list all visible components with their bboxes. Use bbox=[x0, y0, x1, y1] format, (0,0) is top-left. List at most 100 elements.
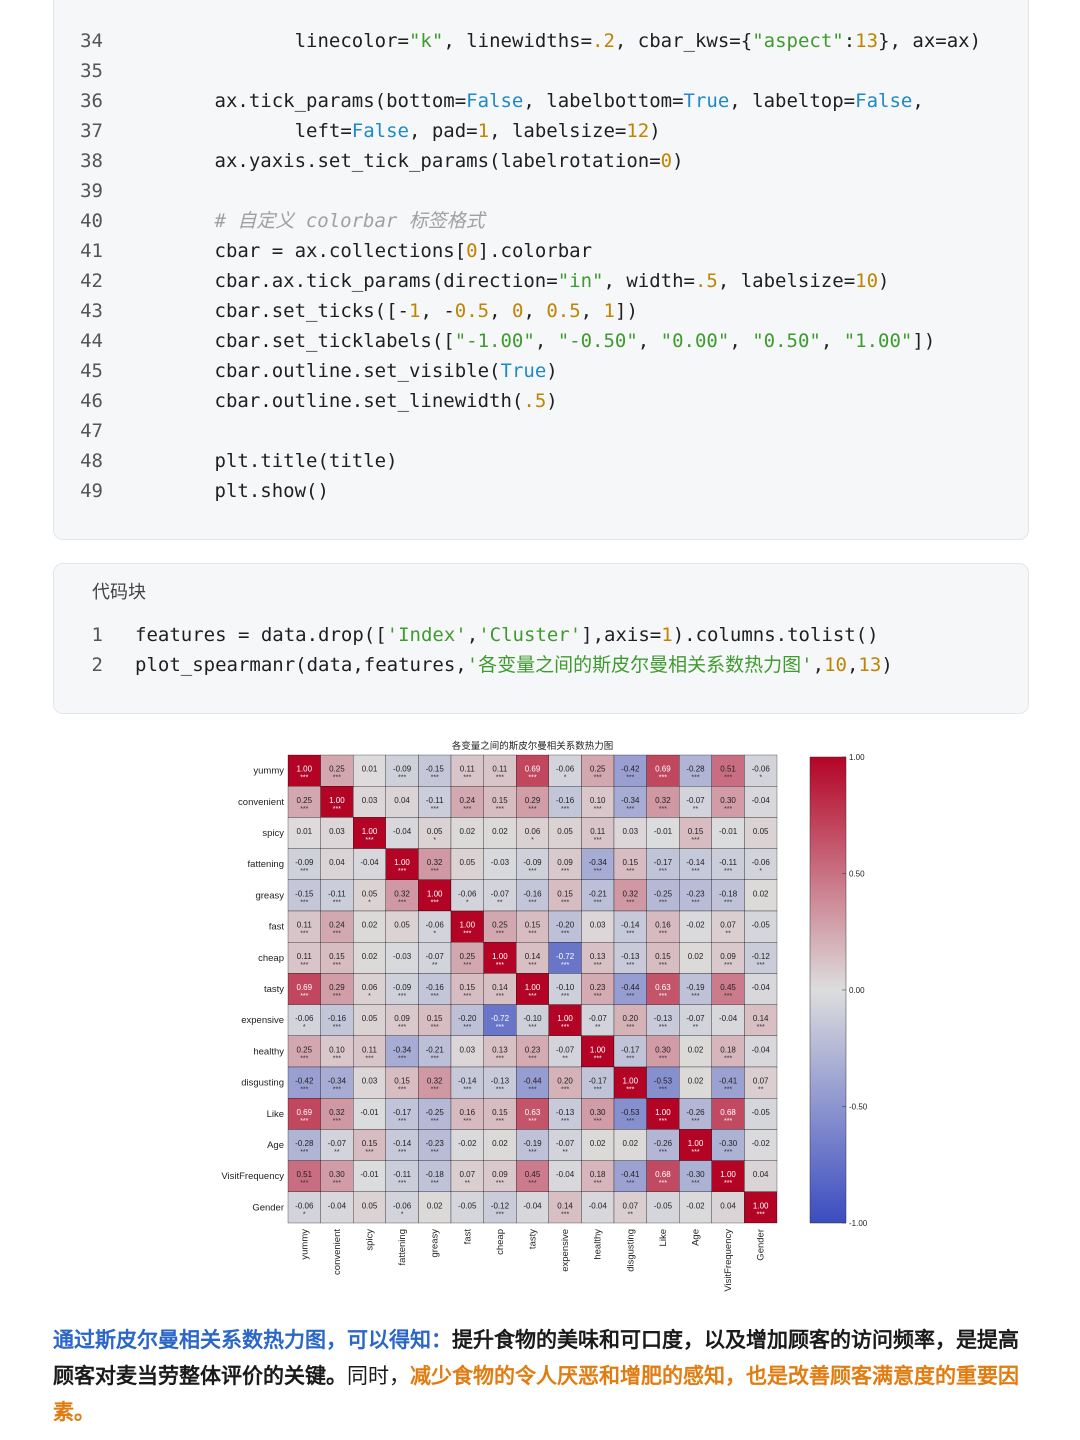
cell-significance-label: *** bbox=[398, 1180, 406, 1187]
cell-significance-label: ** bbox=[758, 1087, 764, 1094]
cell-significance-label: *** bbox=[691, 775, 699, 782]
cell-value-label: -0.11 bbox=[328, 889, 346, 898]
line-number: 2 bbox=[91, 654, 103, 676]
heatmap-cell bbox=[287, 1004, 321, 1036]
cell-value-label: 0.01 bbox=[297, 827, 313, 836]
cell-value-label: 0.68 bbox=[655, 1170, 671, 1179]
cell-value-label: 0.14 bbox=[557, 1201, 573, 1210]
cell-value-label: 0.02 bbox=[688, 952, 704, 961]
cell-significance-label: *** bbox=[659, 1055, 667, 1062]
colorbar-tick-label: 1.00 bbox=[849, 753, 865, 762]
cell-value-label: -0.04 bbox=[719, 1014, 738, 1023]
code-text: # 自定义 colorbar 标签格式 bbox=[123, 206, 485, 236]
heatmap-cell bbox=[450, 848, 484, 880]
heatmap-cell bbox=[581, 754, 615, 787]
code-token: , labelsize= bbox=[717, 270, 856, 292]
heatmap-cell bbox=[581, 910, 615, 943]
cell-significance-label: *** bbox=[724, 962, 732, 969]
colorbar-tick-label: 0.50 bbox=[849, 870, 865, 879]
cell-significance-label: * bbox=[433, 931, 436, 938]
cell-significance-label: *** bbox=[365, 1149, 373, 1156]
cell-value-label: 0.23 bbox=[590, 983, 606, 992]
code-token: 0 bbox=[511, 300, 524, 322]
cell-significance-label: *** bbox=[463, 806, 471, 813]
cell-value-label: 0.02 bbox=[492, 827, 508, 836]
cell-significance-label: *** bbox=[431, 1149, 439, 1156]
heatmap-cell bbox=[548, 910, 582, 943]
colorbar bbox=[809, 756, 847, 1224]
code-line: 42 cbar.ax.tick_params(direction="in", w… bbox=[54, 266, 1014, 296]
cell-significance-label: *** bbox=[626, 806, 634, 813]
cell-significance-label: *** bbox=[528, 962, 536, 969]
code-token: 1 bbox=[603, 300, 615, 322]
cell-significance-label: *** bbox=[463, 993, 471, 1000]
cell-significance-label: *** bbox=[333, 1055, 341, 1062]
code-token: , linewidths= bbox=[443, 30, 593, 52]
cell-value-label: 0.05 bbox=[557, 827, 573, 836]
heatmap-cell bbox=[483, 1160, 517, 1192]
heatmap-cell bbox=[516, 942, 549, 974]
row-label: Like bbox=[267, 1109, 284, 1120]
heatmap-cell bbox=[581, 973, 615, 1005]
heatmap-cell bbox=[613, 1004, 647, 1036]
summary-connector: 同时， bbox=[347, 1364, 410, 1388]
cell-value-label: 0.25 bbox=[297, 1045, 313, 1054]
row-label: healthy bbox=[253, 1046, 284, 1057]
cell-value-label: 0.51 bbox=[297, 1170, 313, 1179]
cell-value-label: 0.15 bbox=[557, 889, 573, 898]
cell-value-label: 1.00 bbox=[297, 765, 313, 774]
code-line: 37 left=False, pad=1, labelsize=12) bbox=[54, 116, 1014, 146]
cell-significance-label: *** bbox=[594, 868, 602, 875]
cell-significance-label: *** bbox=[659, 775, 667, 782]
cell-significance-label: *** bbox=[463, 962, 471, 969]
cell-significance-label: *** bbox=[691, 1118, 699, 1125]
cell-significance-label: *** bbox=[496, 1180, 504, 1187]
cell-value-label: 0.69 bbox=[525, 765, 541, 774]
code-block-label: 代码块 bbox=[92, 582, 146, 603]
cell-value-label: 0.69 bbox=[655, 765, 671, 774]
code-text: ax.yaxis.set_tick_params(labelrotation=0… bbox=[123, 146, 684, 176]
heatmap-cell bbox=[287, 754, 321, 787]
heatmap-cell bbox=[548, 848, 582, 880]
column-label: Gender bbox=[756, 1229, 767, 1261]
cell-value-label: 0.63 bbox=[655, 983, 671, 992]
heatmap-cell bbox=[711, 1004, 745, 1036]
cell-significance-label: *** bbox=[528, 1055, 536, 1062]
cell-significance-label: *** bbox=[431, 806, 439, 813]
column-label: tasty bbox=[528, 1229, 539, 1249]
heatmap-cell bbox=[679, 1098, 712, 1130]
cell-value-label: 0.25 bbox=[297, 796, 313, 805]
cell-significance-label: *** bbox=[463, 1024, 471, 1031]
cell-significance-label: *** bbox=[496, 1211, 504, 1218]
heatmap-cell bbox=[385, 1035, 419, 1068]
cell-significance-label: *** bbox=[398, 868, 406, 875]
code-token: , width= bbox=[603, 270, 695, 292]
cell-significance-label: ** bbox=[595, 1024, 601, 1031]
cell-significance-label: * bbox=[466, 899, 469, 906]
cell-significance-label: *** bbox=[431, 1180, 439, 1187]
cell-value-label: 0.09 bbox=[394, 1014, 410, 1023]
cell-value-label: -0.12 bbox=[752, 952, 771, 961]
code-token: plt.title(title) bbox=[123, 450, 398, 472]
cell-significance-label: *** bbox=[626, 993, 634, 1000]
heatmap-cell bbox=[679, 754, 712, 787]
heatmap-cell bbox=[679, 942, 712, 974]
cell-significance-label: *** bbox=[496, 962, 504, 969]
cell-value-label: 0.04 bbox=[753, 1170, 769, 1179]
line-number: 47 bbox=[80, 420, 103, 442]
heatmap-cell bbox=[581, 879, 615, 912]
code-token: "-1.00" bbox=[454, 330, 535, 352]
cell-value-label: -0.04 bbox=[589, 1201, 608, 1210]
cell-value-label: 0.06 bbox=[362, 983, 378, 992]
cell-significance-label: *** bbox=[463, 931, 471, 938]
heatmap-cell bbox=[418, 754, 452, 787]
cell-value-label: 0.11 bbox=[297, 921, 313, 930]
heatmap-cell bbox=[483, 942, 517, 974]
code-token: plot_spearmanr(data,features, bbox=[135, 654, 467, 676]
cell-value-label: 0.02 bbox=[362, 921, 378, 930]
heatmap-cell bbox=[548, 942, 582, 974]
code-token: ax.tick_params(bottom= bbox=[123, 90, 467, 112]
code-token: ]) bbox=[615, 300, 638, 322]
heatmap-cell bbox=[287, 848, 321, 880]
